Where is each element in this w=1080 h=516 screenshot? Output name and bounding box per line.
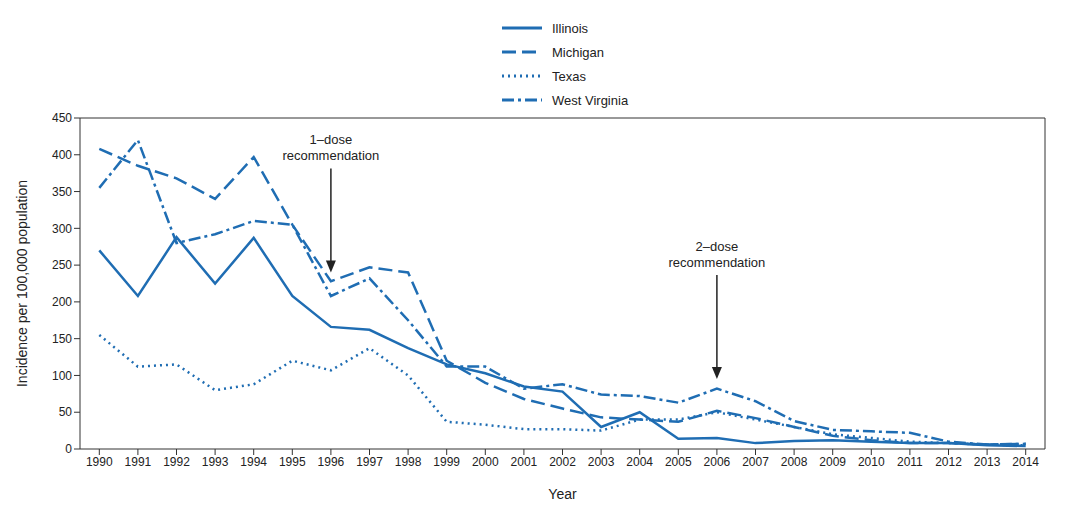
- svg-text:2003: 2003: [588, 455, 615, 469]
- html-text:West Virginia: West Virginia: [552, 92, 629, 108]
- svg-text:1–dose: 1–dose: [310, 132, 353, 147]
- svg-text:recommendation: recommendation: [282, 148, 379, 163]
- svg-text:2006: 2006: [704, 455, 731, 469]
- svg-text:1990: 1990: [86, 455, 113, 469]
- svg-text:2–dose: 2–dose: [696, 239, 739, 254]
- svg-text:2013: 2013: [974, 455, 1001, 469]
- html-text:Texas: Texas: [552, 68, 586, 84]
- svg-text:400: 400: [52, 148, 72, 162]
- svg-text:1996: 1996: [318, 455, 345, 469]
- svg-text:2005: 2005: [665, 455, 692, 469]
- svg-text:2009: 2009: [819, 455, 846, 469]
- svg-text:1998: 1998: [395, 455, 422, 469]
- svg-text:2000: 2000: [472, 455, 499, 469]
- svg-text:450: 450: [52, 111, 72, 125]
- svg-text:200: 200: [52, 295, 72, 309]
- svg-text:2007: 2007: [742, 455, 769, 469]
- svg-text:2002: 2002: [549, 455, 576, 469]
- svg-text:Incidence per 100,000 populati: Incidence per 100,000 population: [14, 180, 30, 387]
- html-text:Illinois: Illinois: [552, 20, 589, 36]
- svg-text:50: 50: [59, 405, 73, 419]
- svg-text:Year: Year: [548, 486, 577, 502]
- svg-text:2011: 2011: [897, 455, 923, 469]
- svg-text:1995: 1995: [279, 455, 306, 469]
- svg-text:recommendation: recommendation: [668, 255, 765, 270]
- svg-text:2004: 2004: [626, 455, 653, 469]
- svg-text:150: 150: [52, 332, 72, 346]
- svg-text:1994: 1994: [240, 455, 267, 469]
- svg-text:350: 350: [52, 185, 72, 199]
- svg-text:2012: 2012: [935, 455, 962, 469]
- svg-text:1992: 1992: [163, 455, 190, 469]
- svg-text:1993: 1993: [202, 455, 229, 469]
- html-text:Michigan: Michigan: [552, 44, 604, 60]
- svg-text:1997: 1997: [356, 455, 383, 469]
- svg-text:2014: 2014: [1012, 455, 1039, 469]
- svg-text:100: 100: [52, 369, 72, 383]
- svg-text:2001: 2001: [511, 455, 538, 469]
- svg-text:2008: 2008: [781, 455, 808, 469]
- svg-text:1999: 1999: [433, 455, 460, 469]
- svg-text:0: 0: [65, 442, 72, 456]
- svg-text:250: 250: [52, 258, 72, 272]
- svg-text:2010: 2010: [858, 455, 885, 469]
- svg-text:300: 300: [52, 222, 72, 236]
- svg-text:1991: 1991: [125, 455, 152, 469]
